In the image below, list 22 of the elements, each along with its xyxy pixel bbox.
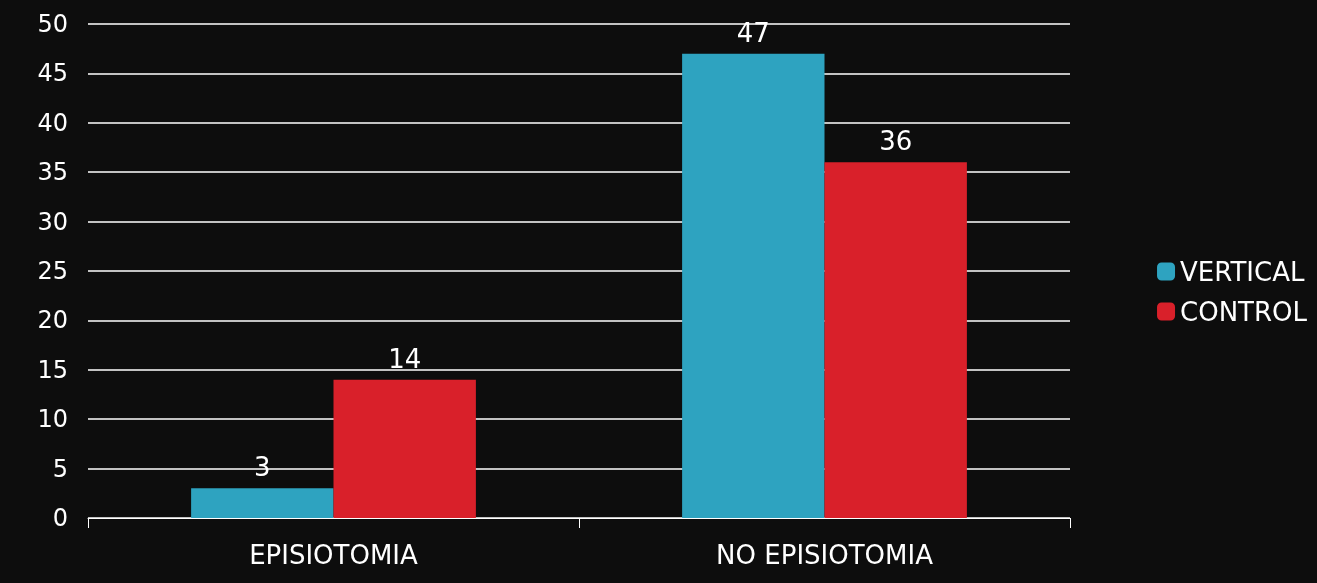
bar	[191, 488, 334, 518]
bar	[682, 53, 825, 518]
data-label: 14	[388, 343, 422, 374]
y-tick-label: 25	[37, 257, 68, 285]
x-tick-label: EPISIOTOMIA	[249, 540, 419, 570]
legend-label: VERTICAL	[1180, 256, 1305, 287]
x-tick-label: NO EPISIOTOMIA	[716, 540, 934, 570]
y-tick-label: 0	[52, 504, 68, 532]
y-tick-label: 30	[37, 207, 68, 236]
data-label: 36	[879, 126, 913, 157]
y-tick-label: 15	[37, 355, 68, 384]
bar	[333, 379, 476, 518]
y-tick-label: 20	[37, 306, 68, 335]
y-tick-label: 35	[37, 158, 68, 187]
legend-label: CONTROL	[1180, 296, 1308, 327]
bar	[824, 162, 967, 518]
y-tick-label: 45	[37, 59, 68, 88]
y-tick-label: 40	[37, 108, 68, 137]
y-tick-label: 50	[37, 10, 68, 38]
y-tick-label: 10	[37, 405, 68, 434]
y-tick-label: 5	[52, 454, 68, 483]
data-label: 47	[736, 17, 770, 48]
